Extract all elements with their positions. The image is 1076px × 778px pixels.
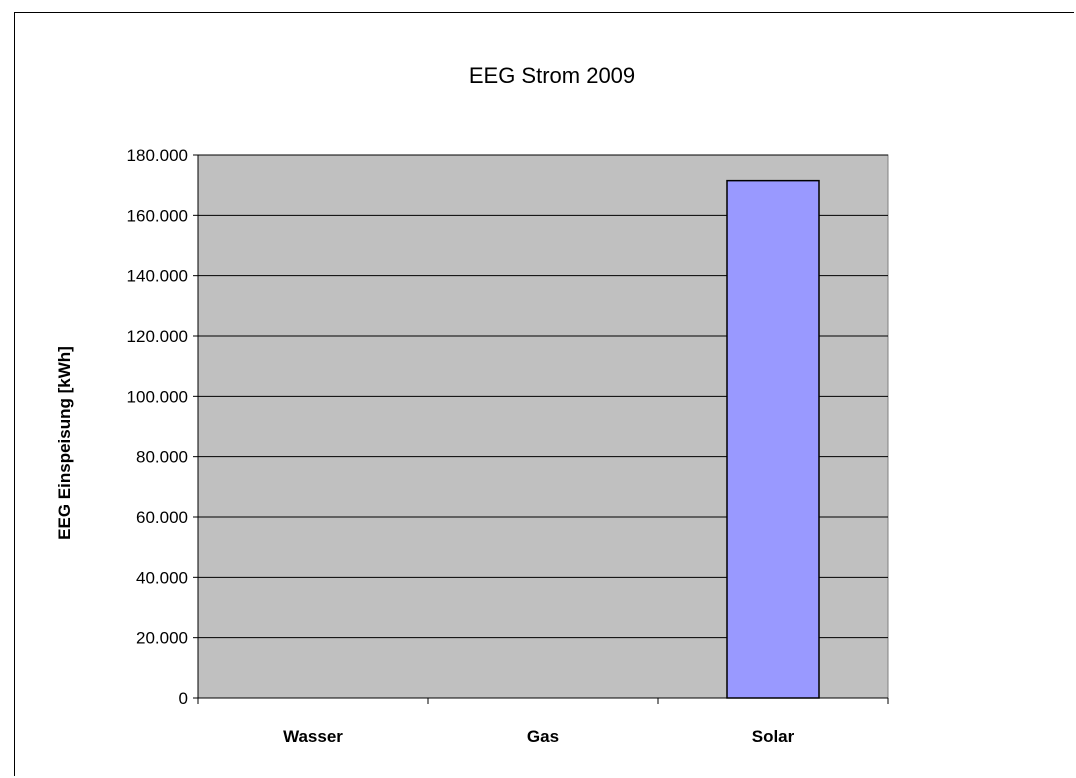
y-tick-label: 100.000 — [127, 387, 188, 406]
y-tick-label: 120.000 — [127, 327, 188, 346]
axes — [193, 154, 889, 704]
y-tick-label: 180.000 — [127, 146, 188, 165]
y-tick-labels: 0 20.000 40.000 60.000 80.000 100.000 120.000 1… — [127, 146, 188, 708]
y-tick-label: 80.000 — [136, 448, 188, 467]
x-category-labels: Wasser Gas Solar — [283, 727, 795, 746]
y-tick-label: 140.000 — [127, 267, 188, 286]
bar-solar — [726, 179, 820, 699]
chart-title: EEG Strom 2009 — [469, 63, 635, 88]
bars — [726, 179, 820, 699]
y-axis-title: EEG Einspeisung [kWh] — [55, 346, 74, 540]
y-tick-label: 0 — [179, 689, 188, 708]
x-category-label: Wasser — [283, 727, 343, 746]
x-category-label: Gas — [527, 727, 559, 746]
x-category-label: Solar — [752, 727, 795, 746]
y-tick-label: 160.000 — [127, 206, 188, 225]
y-tick-label: 40.000 — [136, 568, 188, 587]
y-tick-label: 60.000 — [136, 508, 188, 527]
chart-area: EEG Strom 2009 0 20.000 40.000 60.000 80.000… — [14, 12, 1074, 776]
y-tick-label: 20.000 — [136, 629, 188, 648]
chart-svg: EEG Strom 2009 0 20.000 40.000 60.000 80.000… — [55, 63, 889, 746]
